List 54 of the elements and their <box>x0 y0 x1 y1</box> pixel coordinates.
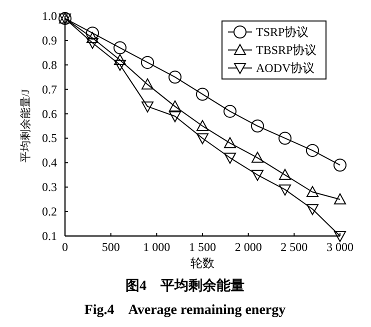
point <box>168 70 182 84</box>
point <box>306 144 319 157</box>
point <box>141 56 154 69</box>
y-tick-label: 0.7 <box>42 82 57 96</box>
x-tick-label: 500 <box>102 240 120 254</box>
point <box>86 26 99 40</box>
y-tick-label: 0.6 <box>42 106 57 121</box>
point <box>86 38 98 49</box>
y-tick-label: 0.8 <box>42 58 57 72</box>
point <box>279 168 291 180</box>
point <box>169 100 181 112</box>
y-tick-label: 0.9 <box>42 33 57 48</box>
y-tick-label: 1.0 <box>42 9 57 23</box>
point <box>334 193 346 204</box>
y-tick-label: 0.3 <box>42 180 57 194</box>
point <box>224 104 236 118</box>
y-tick-label: 0.5 <box>42 131 57 146</box>
legend-label: TBSRP协议 <box>256 43 317 57</box>
point <box>196 120 208 131</box>
legend-label: AODV协议 <box>256 61 315 75</box>
point <box>279 184 291 196</box>
point <box>196 88 209 101</box>
y-tick-label: 0.2 <box>42 204 57 219</box>
point <box>114 54 126 65</box>
x-tick-label: 3 000 <box>326 240 354 254</box>
x-axis-title: 轮数 <box>190 256 214 270</box>
point <box>114 60 126 71</box>
x-tick-label: 0 <box>62 240 68 254</box>
point <box>334 158 346 172</box>
text: Fig.4 Average remaining energy <box>84 303 286 318</box>
point <box>251 120 264 132</box>
x-tick-label: 2 500 <box>280 240 308 254</box>
x-tick-label: 1 000 <box>143 240 170 254</box>
point <box>142 101 154 112</box>
point <box>86 32 98 43</box>
point <box>252 152 264 163</box>
point <box>114 41 126 54</box>
point <box>169 111 181 122</box>
point <box>334 231 346 242</box>
x-tick-label: 2 000 <box>234 240 262 254</box>
point <box>196 133 208 144</box>
text: 图4 平均剩余能量 <box>126 278 244 294</box>
point <box>278 132 292 145</box>
y-tick-label: 0.4 <box>42 156 57 170</box>
x-tick-label: 1 500 <box>189 240 216 254</box>
point <box>306 204 318 216</box>
legend-label: TSRP协议 <box>256 25 309 39</box>
point <box>142 78 154 90</box>
y-tick-label: 0.1 <box>42 229 57 243</box>
point <box>224 152 236 164</box>
point <box>252 170 264 181</box>
point <box>224 137 236 148</box>
y-axis-title: 平均剩余能量/J <box>19 88 32 163</box>
point <box>306 186 318 197</box>
